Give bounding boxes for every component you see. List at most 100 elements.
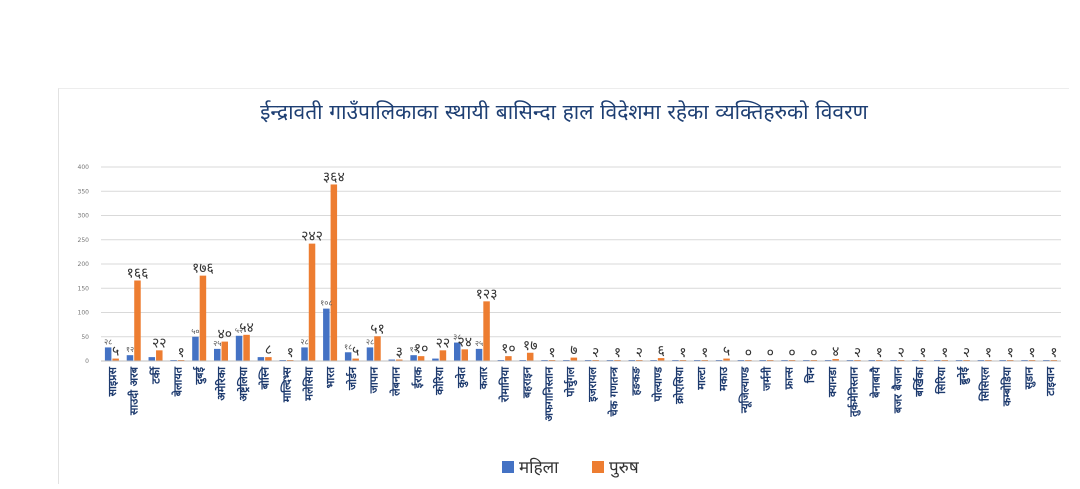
bar-male xyxy=(265,357,272,361)
x-tick-label: फ्रान्स xyxy=(782,366,795,390)
x-tick-label: चेक गणतन्त्र xyxy=(607,366,621,417)
x-tick-label: साउदी अरब xyxy=(127,366,141,416)
x-tick-label: कम्बोडिया xyxy=(999,366,1013,407)
data-label-male: १ xyxy=(177,345,184,361)
bar-male xyxy=(396,359,403,361)
x-tick-label: लेबनान xyxy=(389,366,403,397)
x-tick-label: बजर बैजान xyxy=(890,366,904,414)
x-tick-label: क्रोएसिया xyxy=(672,366,686,405)
bar-female xyxy=(366,347,374,361)
data-label-male: २ xyxy=(854,345,861,361)
bar-male xyxy=(832,359,839,361)
data-label-male: १ xyxy=(941,345,948,361)
y-tick-label: 400 xyxy=(78,164,90,171)
bar-male xyxy=(417,356,425,361)
data-label-male: २२ xyxy=(152,335,167,351)
bar-female xyxy=(235,335,243,361)
data-label-male: १७६ xyxy=(192,261,214,277)
bar-male xyxy=(308,243,316,361)
legend-label-male: पुरुष xyxy=(609,458,640,478)
y-tick-label: 250 xyxy=(78,237,90,244)
data-label-female: २८ xyxy=(366,337,374,346)
data-label-female: २८ xyxy=(300,337,308,346)
data-label-male: १ xyxy=(287,345,294,361)
x-tick-label: अष्ट्रेलिया xyxy=(236,366,250,402)
x-tick-label: सुडान xyxy=(1022,366,1036,390)
bar-male xyxy=(439,350,447,361)
x-tick-label: पोर्चुगल xyxy=(563,366,578,397)
data-label-male: १२३ xyxy=(476,286,498,302)
data-label-male: ५१ xyxy=(370,321,385,337)
bar-male xyxy=(374,336,381,361)
x-tick-label: तुर्कमेनिस्तान xyxy=(847,366,862,418)
data-label-female: १२ xyxy=(126,345,134,354)
x-tick-label: बेलायत xyxy=(170,366,184,397)
data-label-male: २ xyxy=(592,345,599,361)
bar-female xyxy=(257,357,265,361)
x-tick-label: साइप्रस xyxy=(106,366,119,397)
bar-chart: ईन्द्रावती गाउँपालिकाका स्थायी बासिन्दा … xyxy=(78,100,1061,478)
x-tick-label: सिसिएल xyxy=(978,366,992,402)
y-tick-label: 0 xyxy=(85,358,89,365)
data-label-male: १ xyxy=(985,345,992,361)
data-label-male: ० xyxy=(810,345,817,361)
bar-male xyxy=(199,275,207,361)
data-label-male: २४ xyxy=(457,334,472,350)
y-axis: 0 50 100 150 200 250 300 350 400 xyxy=(78,164,90,365)
x-tick-label: जर्मनी xyxy=(759,366,773,392)
data-label-male: २ xyxy=(963,345,970,361)
data-label-male: १ xyxy=(614,345,621,361)
x-tick-label: मलेसिया xyxy=(301,366,315,402)
x-tick-label: अमेरिका xyxy=(214,366,228,401)
x-tick-label: चिन xyxy=(803,366,817,384)
data-label-male: १ xyxy=(919,345,926,361)
bar-female xyxy=(192,336,199,361)
bar-female xyxy=(475,348,483,361)
y-tick-label: 100 xyxy=(78,310,90,317)
x-tick-label: दुबई xyxy=(192,366,207,386)
data-label-male: १ xyxy=(876,345,883,361)
y-tick-label: 300 xyxy=(78,213,90,220)
data-label-male: १ xyxy=(1028,345,1035,361)
x-tick-label: मकाउ xyxy=(717,366,730,392)
data-label-male: ० xyxy=(788,345,795,361)
data-label-male: १ xyxy=(679,345,686,361)
x-tick-label: कतार xyxy=(477,367,490,391)
x-tick-label: इजरायल xyxy=(586,366,599,402)
data-label-male: २ xyxy=(897,345,904,361)
data-label-male: ४ xyxy=(832,344,839,360)
bar-male xyxy=(243,334,250,361)
data-label-male: १ xyxy=(1007,345,1014,361)
x-tick-label: बर्खिका xyxy=(912,366,926,398)
bar-male xyxy=(112,358,119,361)
x-tick-label: न्यूजिल्याण्ड xyxy=(738,366,753,414)
data-label-male: १ xyxy=(548,345,555,361)
x-tick-label: कुवेत xyxy=(454,366,469,389)
bar-male xyxy=(352,358,359,361)
x-tick-label: माल्दिभ्स xyxy=(279,366,293,403)
bar-female xyxy=(432,358,439,361)
x-tick-label: भारत xyxy=(324,366,337,388)
bar-male xyxy=(134,280,141,361)
bar-female xyxy=(323,308,330,361)
data-label-male: १६६ xyxy=(127,265,149,281)
x-tick-label: बोस्नि xyxy=(258,366,272,390)
x-tick-label: जोर्डन xyxy=(345,366,359,391)
x-tick-label: टर्की xyxy=(149,366,163,385)
legend: महिला पुरुष xyxy=(502,457,640,478)
x-tick-label: रोमानिया xyxy=(498,366,512,403)
legend-swatch-female xyxy=(502,461,514,473)
bar-male xyxy=(723,358,730,361)
data-label-male: ३६४ xyxy=(323,169,345,185)
chart-frame: ईन्द्रावती गाउँपालिकाका स्थायी बासिन्दा … xyxy=(58,88,1069,484)
bar-female xyxy=(344,352,352,361)
data-label-male: १० xyxy=(414,341,429,357)
data-label-male: १० xyxy=(501,341,516,357)
x-tick-label: कोरिया xyxy=(432,366,446,396)
data-label-male: २ xyxy=(636,345,643,361)
bar-male xyxy=(330,184,338,361)
data-label-male: ६ xyxy=(657,343,664,359)
data-label-male: ५ xyxy=(352,344,359,360)
x-tick-label: सिरिया xyxy=(934,366,948,395)
bar-male xyxy=(657,358,665,361)
